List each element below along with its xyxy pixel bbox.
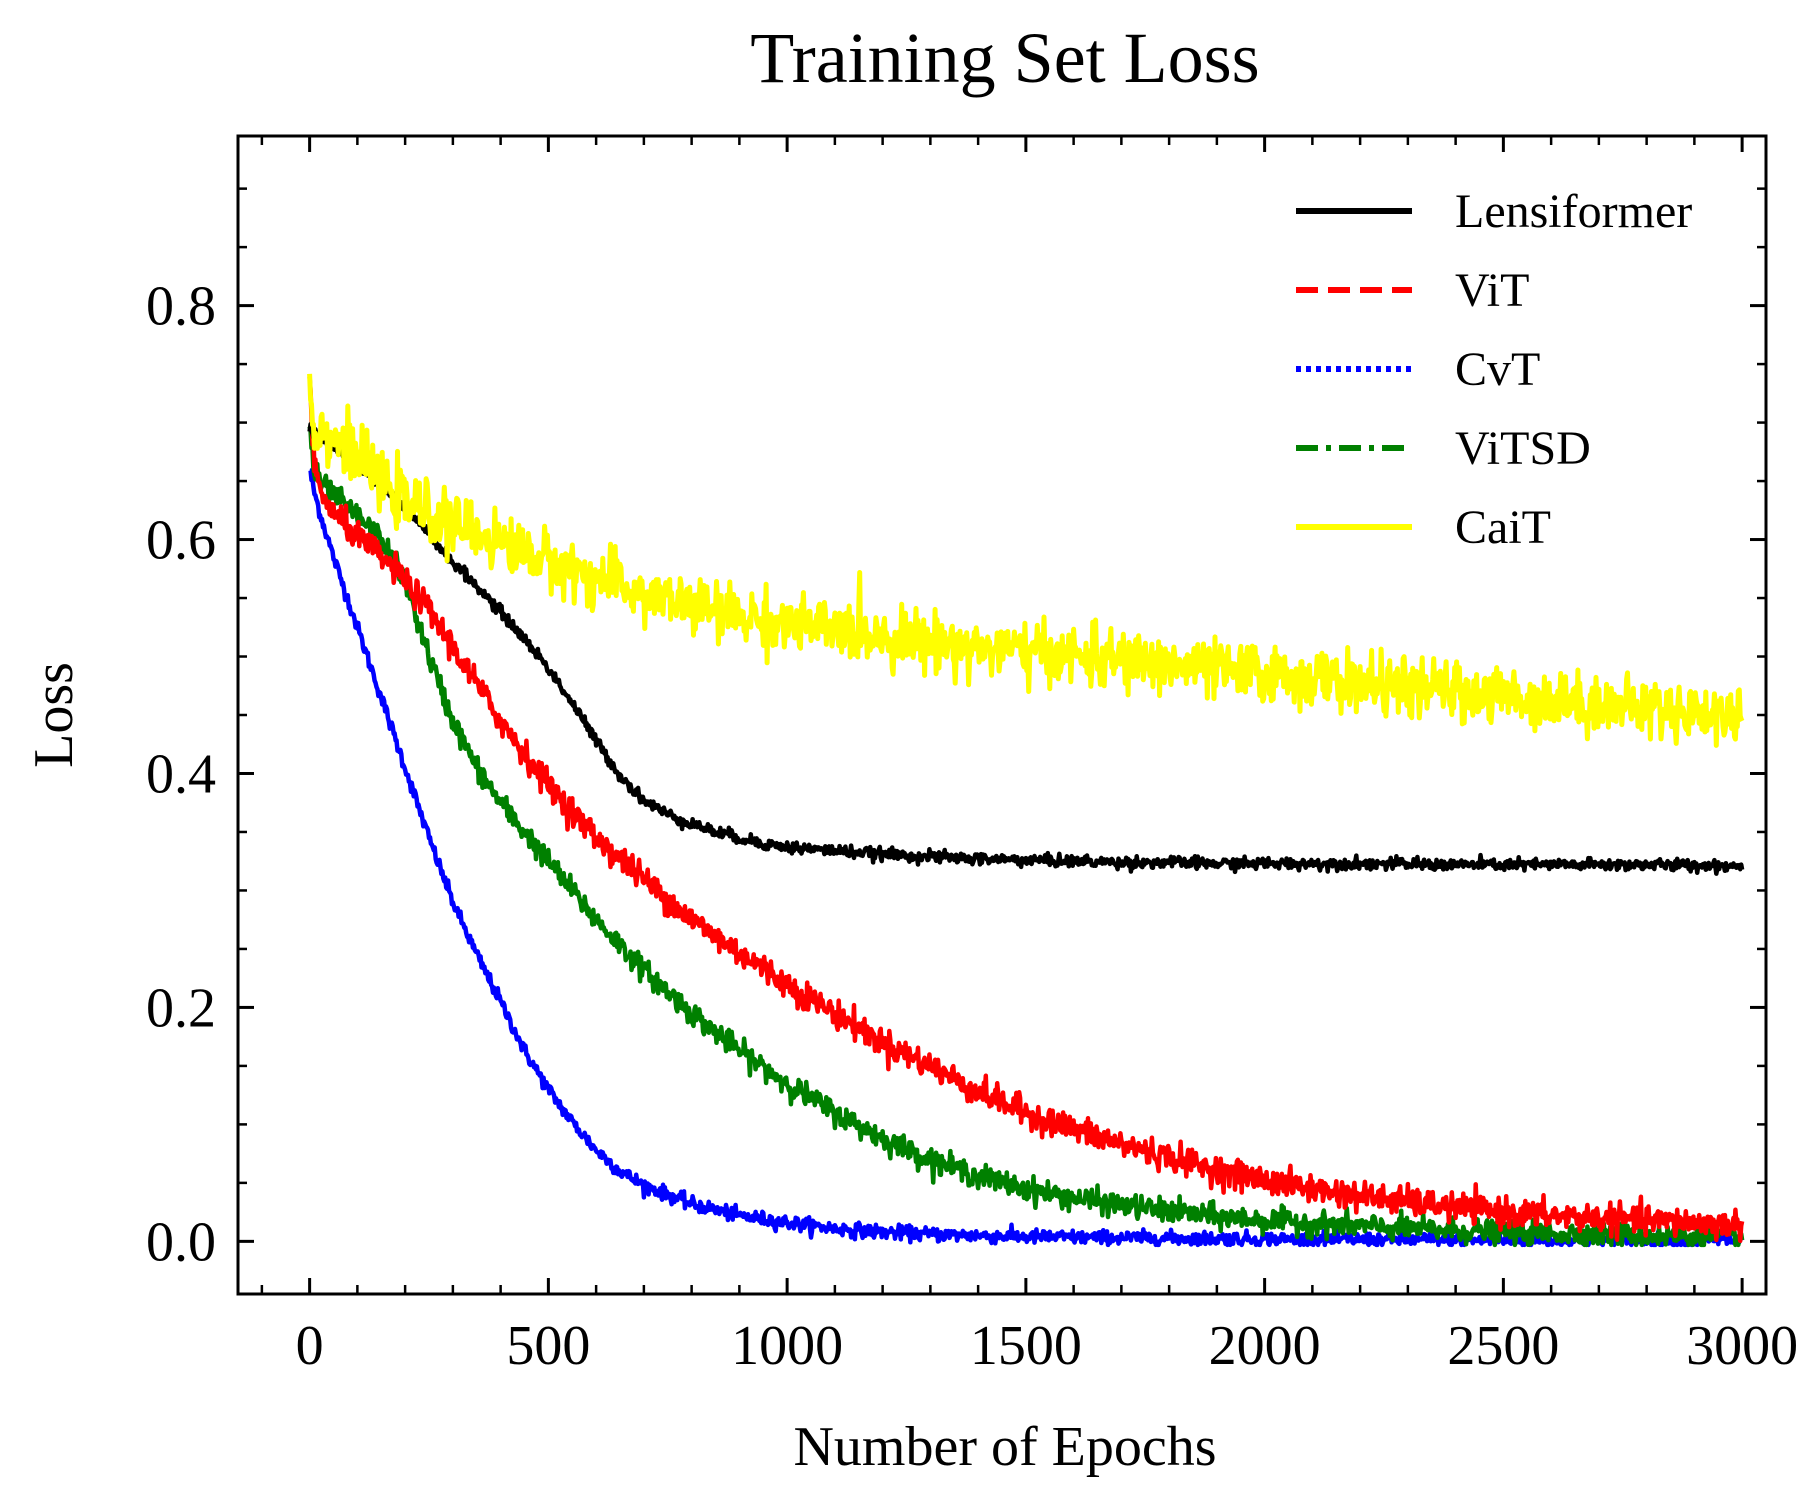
x-tick-label: 3000 <box>1686 1315 1798 1377</box>
ticks-layer <box>238 136 1766 1294</box>
legend-label-cvt: CvT <box>1455 343 1540 396</box>
y-tick-label: 0.8 <box>146 276 216 338</box>
x-tick-label: 500 <box>506 1315 590 1377</box>
series-line-cvt <box>308 468 1745 1248</box>
legend: Lensiformer ViT CvT ViTSD CaiT <box>1296 185 1692 554</box>
tick-labels-layer: 0 500 1000 1500 2000 2500 3000 0.0 0.2 0.4 0.6 0.8 <box>146 276 1798 1377</box>
y-axis-title: Loss <box>23 662 85 768</box>
legend-label-lensiformer: Lensiformer <box>1455 185 1692 238</box>
x-tick-label: 0 <box>296 1315 324 1377</box>
series-layer <box>307 373 1745 1248</box>
y-tick-label: 0.0 <box>146 1211 216 1273</box>
y-tick-label: 0.2 <box>146 977 216 1039</box>
x-tick-label: 2000 <box>1209 1315 1321 1377</box>
series-line-vitsd <box>307 426 1745 1248</box>
chart-title: Training Set Loss <box>750 18 1259 98</box>
y-tick-label: 0.6 <box>146 510 216 572</box>
series-line-cait <box>307 373 1745 748</box>
x-tick-label: 1500 <box>970 1315 1082 1377</box>
legend-label-cait: CaiT <box>1455 501 1551 554</box>
x-tick-label: 1000 <box>731 1315 843 1377</box>
series-line-vit <box>307 376 1745 1244</box>
series-line-lensiformer <box>307 421 1745 876</box>
legend-label-vit: ViT <box>1455 264 1529 317</box>
legend-label-vitsd: ViTSD <box>1455 422 1591 475</box>
x-tick-label: 2500 <box>1447 1315 1559 1377</box>
y-tick-label: 0.4 <box>146 743 216 805</box>
x-axis-title: Number of Epochs <box>793 1416 1216 1478</box>
